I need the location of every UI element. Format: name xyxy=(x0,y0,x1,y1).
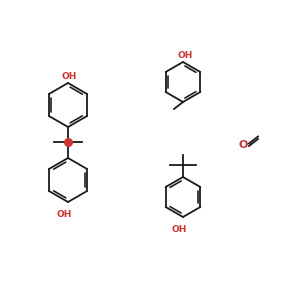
Text: OH: OH xyxy=(171,225,187,234)
Text: OH: OH xyxy=(62,72,77,81)
Text: O: O xyxy=(238,140,248,150)
Text: OH: OH xyxy=(178,51,194,60)
Text: OH: OH xyxy=(56,210,72,219)
